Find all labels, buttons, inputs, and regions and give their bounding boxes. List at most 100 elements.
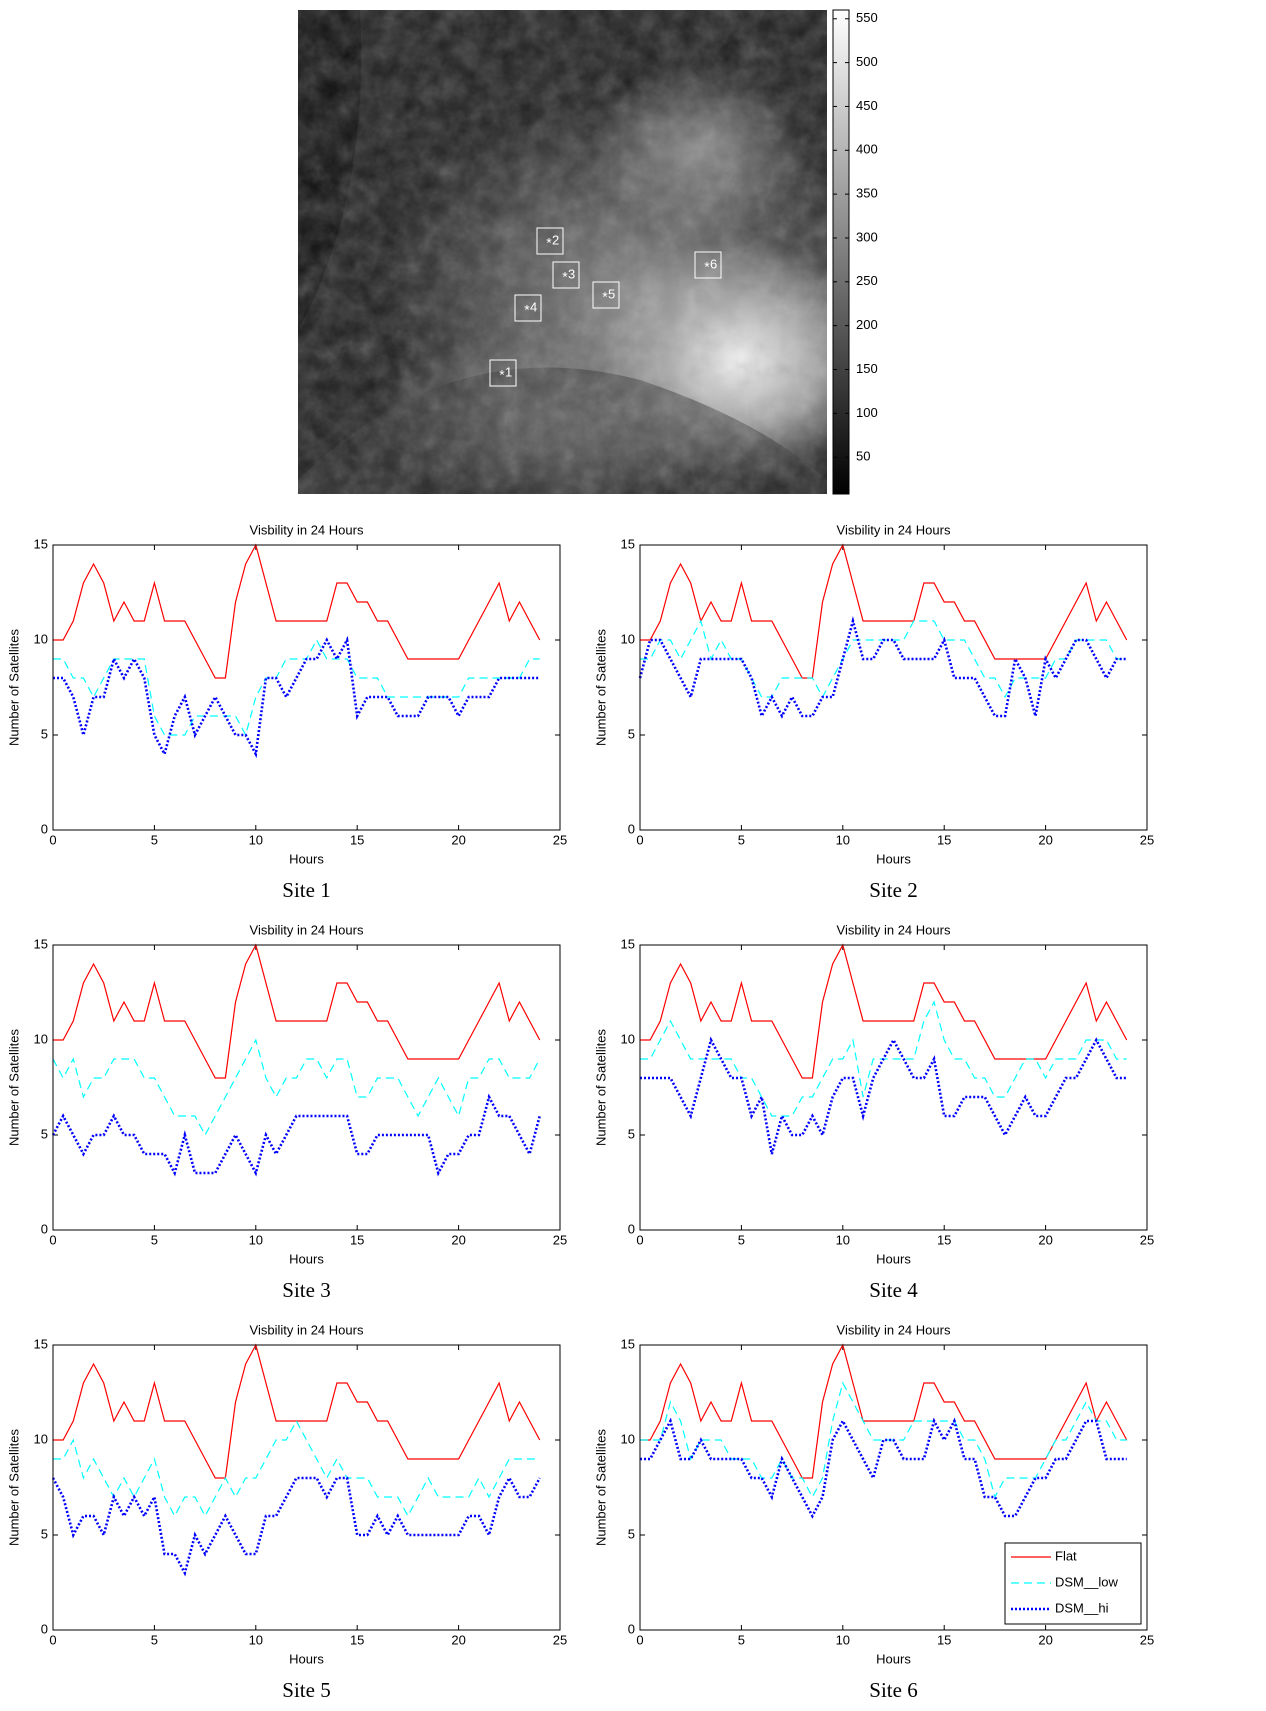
x-tick-label: 0 xyxy=(49,1232,56,1247)
x-tick-label: 25 xyxy=(1140,1232,1154,1247)
colorbar-tick-label: 350 xyxy=(856,186,878,201)
x-tick-label: 20 xyxy=(451,1232,465,1247)
caption: Site 1 xyxy=(282,878,330,902)
x-tick-label: 25 xyxy=(553,1232,567,1247)
colorbar-tick-label: 450 xyxy=(856,98,878,113)
caption: Site 4 xyxy=(869,1278,918,1302)
y-tick-label: 5 xyxy=(41,726,48,741)
x-tick-label: 20 xyxy=(451,1632,465,1647)
site-label: 5 xyxy=(608,286,615,301)
x-tick-label: 5 xyxy=(738,832,745,847)
plot-frame xyxy=(53,945,560,1230)
x-tick-label: 10 xyxy=(249,1232,263,1247)
x-tick-label: 10 xyxy=(836,1632,850,1647)
x-tick-label: 25 xyxy=(553,1632,567,1647)
y-axis-label: Number of Satellites xyxy=(6,1028,21,1146)
legend-label: DSM__low xyxy=(1055,1574,1118,1589)
x-axis-label: Hours xyxy=(289,1251,324,1266)
terrain-image xyxy=(298,10,900,510)
x-tick-label: 10 xyxy=(249,832,263,847)
x-axis-label: Hours xyxy=(876,1251,911,1266)
plot-frame xyxy=(53,545,560,830)
y-tick-label: 0 xyxy=(628,1221,635,1236)
y-tick-label: 10 xyxy=(34,631,48,646)
site-label: 4 xyxy=(530,299,537,314)
y-tick-label: 0 xyxy=(41,1221,48,1236)
y-tick-label: 15 xyxy=(621,936,635,951)
x-tick-label: 20 xyxy=(1038,832,1052,847)
colorbar-tick-label: 500 xyxy=(856,54,878,69)
series-line xyxy=(53,1478,540,1573)
x-tick-label: 15 xyxy=(350,832,364,847)
x-tick-label: 20 xyxy=(451,832,465,847)
series-line xyxy=(640,621,1127,716)
series-line xyxy=(53,1040,540,1135)
x-tick-label: 20 xyxy=(1038,1232,1052,1247)
chart-title: Visbility in 24 Hours xyxy=(837,522,951,537)
chart-title: Visbility in 24 Hours xyxy=(837,1322,951,1337)
colorbar-tick-label: 200 xyxy=(856,317,878,332)
x-tick-label: 5 xyxy=(151,832,158,847)
x-tick-label: 0 xyxy=(49,1632,56,1647)
y-tick-label: 5 xyxy=(41,1126,48,1141)
y-tick-label: 15 xyxy=(621,1336,635,1351)
series-line xyxy=(640,1040,1127,1154)
x-tick-label: 15 xyxy=(350,1632,364,1647)
series-line xyxy=(53,545,540,678)
legend-label: DSM__hi xyxy=(1055,1600,1109,1615)
x-axis-label: Hours xyxy=(876,851,911,866)
plot-frame xyxy=(640,545,1147,830)
colorbar xyxy=(833,10,849,494)
x-tick-label: 5 xyxy=(738,1632,745,1647)
x-axis-label: Hours xyxy=(289,1651,324,1666)
x-tick-label: 25 xyxy=(553,832,567,847)
y-tick-label: 0 xyxy=(41,1621,48,1636)
colorbar-tick-label: 300 xyxy=(856,229,878,244)
x-tick-label: 0 xyxy=(636,1632,643,1647)
series-line xyxy=(53,1097,540,1173)
x-tick-label: 10 xyxy=(836,1232,850,1247)
series-line xyxy=(640,1345,1127,1478)
y-tick-label: 5 xyxy=(41,1526,48,1541)
y-tick-label: 5 xyxy=(628,726,635,741)
site-label: 1 xyxy=(505,364,512,379)
y-axis-label: Number of Satellites xyxy=(593,1428,608,1546)
chart-title: Visbility in 24 Hours xyxy=(250,922,364,937)
y-tick-label: 15 xyxy=(34,536,48,551)
x-tick-label: 15 xyxy=(350,1232,364,1247)
x-tick-label: 25 xyxy=(1140,832,1154,847)
caption: Site 3 xyxy=(282,1278,330,1302)
chart-title: Visbility in 24 Hours xyxy=(250,1322,364,1337)
chart-title: Visbility in 24 Hours xyxy=(250,522,364,537)
y-axis-label: Number of Satellites xyxy=(6,628,21,746)
caption: Site 5 xyxy=(282,1678,330,1702)
x-axis-label: Hours xyxy=(289,851,324,866)
x-tick-label: 10 xyxy=(836,832,850,847)
caption: Site 6 xyxy=(869,1678,917,1702)
y-tick-label: 0 xyxy=(628,821,635,836)
x-tick-label: 25 xyxy=(1140,1632,1154,1647)
y-axis-label: Number of Satellites xyxy=(593,628,608,746)
legend-label: Flat xyxy=(1055,1548,1077,1563)
colorbar-tick-label: 150 xyxy=(856,361,878,376)
site-label: 3 xyxy=(568,266,575,281)
y-tick-label: 0 xyxy=(628,1621,635,1636)
x-tick-label: 5 xyxy=(151,1232,158,1247)
site-label: 6 xyxy=(710,256,717,271)
y-tick-label: 10 xyxy=(34,1031,48,1046)
x-tick-label: 15 xyxy=(937,832,951,847)
caption: Site 2 xyxy=(869,878,917,902)
y-tick-label: 10 xyxy=(621,1431,635,1446)
colorbar-tick-label: 250 xyxy=(856,273,878,288)
x-tick-label: 20 xyxy=(1038,1632,1052,1647)
series-line xyxy=(640,945,1127,1078)
page: *1*2*3*4*5*6 501001502002503003504004505… xyxy=(0,0,1266,1711)
colorbar-tick-label: 50 xyxy=(856,449,870,464)
x-tick-label: 10 xyxy=(249,1632,263,1647)
y-axis-label: Number of Satellites xyxy=(593,1028,608,1146)
y-tick-label: 15 xyxy=(34,936,48,951)
plot-frame xyxy=(640,945,1147,1230)
x-tick-label: 5 xyxy=(738,1232,745,1247)
colorbar-tick-label: 550 xyxy=(856,10,878,25)
x-tick-label: 0 xyxy=(49,832,56,847)
